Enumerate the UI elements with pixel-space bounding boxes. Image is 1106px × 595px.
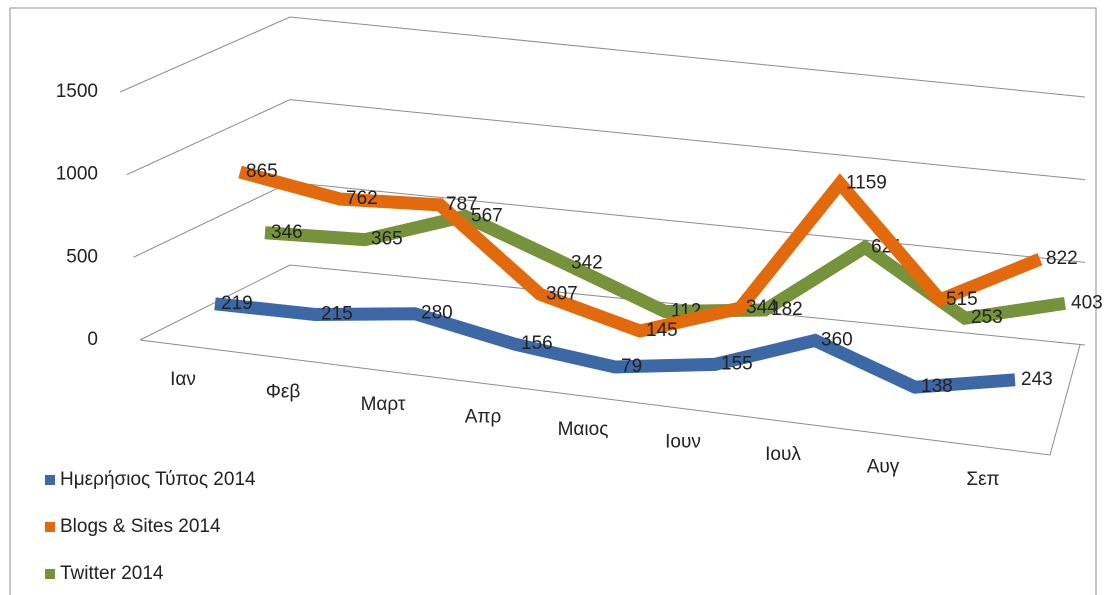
y-tick-label: 0 bbox=[87, 329, 98, 350]
x-tick-label: Αυγ bbox=[867, 457, 900, 478]
data-label: 79 bbox=[621, 356, 642, 377]
grid-line bbox=[119, 16, 1086, 98]
data-label: 360 bbox=[821, 329, 853, 350]
floor-edge bbox=[139, 339, 1081, 456]
data-label: 344 bbox=[746, 297, 778, 318]
data-label: 346 bbox=[271, 222, 303, 243]
data-label: 762 bbox=[346, 188, 378, 209]
y-tick-label: 1000 bbox=[56, 164, 98, 185]
data-label: 145 bbox=[646, 320, 678, 341]
grid-line bbox=[139, 264, 1086, 346]
legend-swatch bbox=[45, 569, 55, 579]
legend-label: Ημερήσιος Τύπος 2014 bbox=[60, 469, 256, 490]
series-line bbox=[238, 165, 1043, 338]
x-tick-label: Μαρτ bbox=[361, 394, 406, 415]
legend-label: Twitter 2014 bbox=[60, 563, 164, 584]
data-label: 365 bbox=[371, 229, 403, 250]
x-tick-label: Ιουλ bbox=[765, 444, 801, 465]
data-label: 156 bbox=[521, 333, 553, 354]
data-label: 822 bbox=[1046, 248, 1078, 269]
data-label: 515 bbox=[946, 289, 978, 310]
x-tick-label: Φεβ bbox=[266, 382, 301, 403]
data-label: 567 bbox=[471, 205, 503, 226]
data-label: 307 bbox=[546, 283, 578, 304]
y-tick-label: 500 bbox=[66, 246, 98, 267]
data-label: 219 bbox=[221, 293, 253, 314]
x-tick-label: Ιαν bbox=[170, 369, 196, 390]
data-label: 182 bbox=[771, 299, 803, 320]
data-label: 243 bbox=[1021, 369, 1053, 390]
y-tick-label: 1500 bbox=[56, 81, 98, 102]
x-tick-label: Απρ bbox=[465, 407, 502, 428]
legend-swatch bbox=[45, 522, 55, 532]
data-label: 280 bbox=[421, 303, 453, 324]
data-label: 787 bbox=[446, 194, 478, 215]
data-label: 138 bbox=[921, 376, 953, 397]
data-label: 215 bbox=[321, 303, 353, 324]
data-label: 865 bbox=[246, 161, 278, 182]
x-tick-label: Σεπ bbox=[966, 469, 999, 490]
legend-label: Blogs & Sites 2014 bbox=[60, 516, 221, 537]
data-label: 1159 bbox=[846, 172, 887, 193]
x-tick-label: Ιουν bbox=[665, 432, 701, 453]
grid-line bbox=[126, 99, 1086, 181]
legend-swatch bbox=[45, 475, 55, 485]
series-line bbox=[214, 297, 1016, 394]
data-label: 342 bbox=[571, 252, 603, 273]
x-tick-label: Μαιος bbox=[558, 419, 609, 440]
data-label: 253 bbox=[971, 307, 1003, 328]
data-label: 403 bbox=[1071, 292, 1103, 313]
data-label: 155 bbox=[721, 353, 753, 374]
